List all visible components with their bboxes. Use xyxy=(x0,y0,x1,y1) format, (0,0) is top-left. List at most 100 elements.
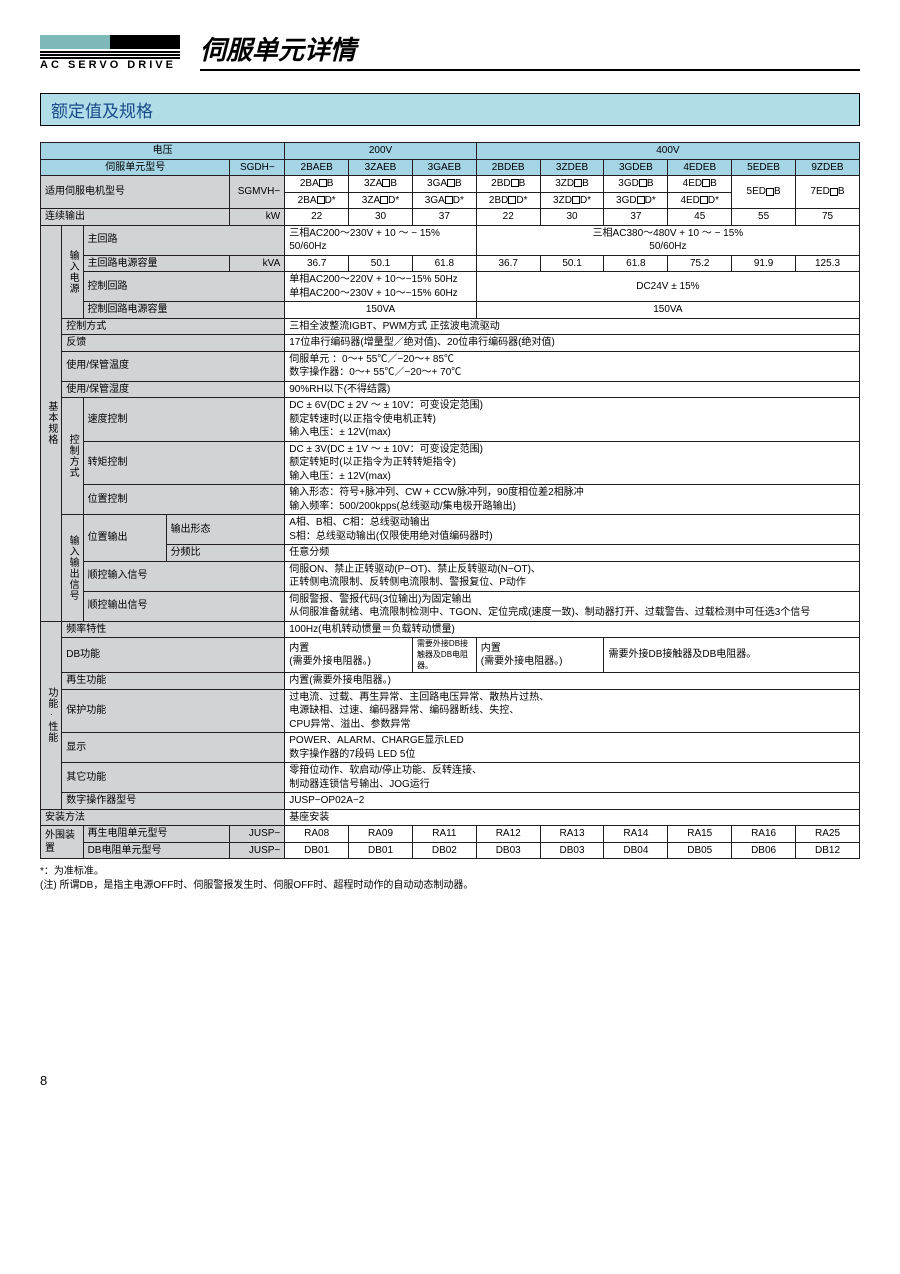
voltage-200: 200V xyxy=(285,143,477,160)
op-label: 数字操作器型号 xyxy=(62,793,285,810)
output-val: 30 xyxy=(349,209,413,226)
cap-val: 91.9 xyxy=(732,255,796,272)
ext-db-label: DB电阻单元型号 xyxy=(83,842,230,859)
protect-val: 过电流、过载、再生异常、主回路电压异常、散热片过热、 电源缺相、过速、编码器异常… xyxy=(285,689,860,733)
voltage-400: 400V xyxy=(476,143,859,160)
note-2: (注) 所谓DB，是指主电源OFF时、伺服警报发生时、伺服OFF时、超程时动作的… xyxy=(40,879,860,893)
page-number: 8 xyxy=(40,1073,860,1088)
model-cell: 2BDEB xyxy=(476,159,540,176)
ext-val: RA08 xyxy=(285,826,349,843)
output-val: 45 xyxy=(668,209,732,226)
cap-val: 61.8 xyxy=(412,255,476,272)
db-c1: 内置 (需要外接电阻器。) xyxy=(285,638,413,673)
seq-out-val: 伺服警报、警报代码(3位输出)为固定输出 从伺服准备就绪、电流限制检测中、TGO… xyxy=(285,591,860,621)
motor-cell: 2BAB xyxy=(285,176,349,193)
cap-val: 36.7 xyxy=(476,255,540,272)
ext-val: RA12 xyxy=(476,826,540,843)
ext-val: RA11 xyxy=(412,826,476,843)
feedback-label: 反馈 xyxy=(62,335,285,352)
cap-label: 主回路电源容量 xyxy=(83,255,230,272)
speed-val: DC ± 6V(DC ± 2V ～ ± 10V：可变设定范围) 额定转速时(以正… xyxy=(285,398,860,442)
pos-label: 位置控制 xyxy=(83,485,285,515)
freq-label: 频率特性 xyxy=(62,621,285,638)
ext-label: 外围装置 xyxy=(41,826,84,859)
motor-cell: 3ZDD* xyxy=(540,192,604,209)
model-cell: 3GAEB xyxy=(412,159,476,176)
perf-side: 功能·性能 xyxy=(41,621,62,809)
motor-cell: 2BDB xyxy=(476,176,540,193)
main-circuit-200: 三相AC200～230V + 10 ～ − 15% 50/60Hz xyxy=(285,225,477,255)
model-label: 伺服单元型号 xyxy=(41,159,230,176)
motor-cell: 2BDD* xyxy=(476,192,540,209)
motor-cell: 4EDD* xyxy=(668,192,732,209)
ext-val: RA25 xyxy=(796,826,860,843)
regen-val: 内置(需要外接电阻器。) xyxy=(285,673,860,690)
model-cell: 3ZAEB xyxy=(349,159,413,176)
io-side: 输入输出信号 xyxy=(62,515,83,622)
install-label: 安装方法 xyxy=(41,809,285,826)
ext-val: DB03 xyxy=(476,842,540,859)
model-cell: 4EDEB xyxy=(668,159,732,176)
logo-text: AC SERVO DRIVE xyxy=(40,59,180,71)
disp-val: POWER、ALARM、CHARGE显示LED 数字操作器的7段码 LED 5位 xyxy=(285,733,860,763)
ext-val: DB12 xyxy=(796,842,860,859)
ext-val: DB01 xyxy=(349,842,413,859)
model-cell: 2BAEB xyxy=(285,159,349,176)
cap-unit: kVA xyxy=(230,255,285,272)
ratio-label: 分频比 xyxy=(166,545,285,562)
cap-val: 50.1 xyxy=(540,255,604,272)
method-label: 控制方式 xyxy=(62,318,285,335)
ctrl-mode-side: 控制方式 xyxy=(62,398,83,515)
ext-regen-label: 再生电阻单元型号 xyxy=(83,826,230,843)
power-side: 输入电源 xyxy=(62,225,83,318)
freq-val: 100Hz(电机转动惯量＝负载转动惯量) xyxy=(285,621,860,638)
feedback-val: 17位串行编码器(增量型／绝对值)、20位串行编码器(绝对值) xyxy=(285,335,860,352)
disp-label: 显示 xyxy=(62,733,285,763)
pos-out-form-val: A相、B相、C相：总线驱动输出 S相：总线驱动输出(仅限使用绝对值编码器时) xyxy=(285,515,860,545)
temp-label: 使用/保管温度 xyxy=(62,351,285,381)
motor-label: 适用伺服电机型号 xyxy=(41,176,230,209)
ext-val: RA14 xyxy=(604,826,668,843)
section-heading: 额定值及规格 xyxy=(40,93,860,126)
output-val: 37 xyxy=(604,209,668,226)
regen-label: 再生功能 xyxy=(62,673,285,690)
ctrl-circuit-200: 单相AC200～220V + 10～−15% 50Hz 单相AC200～230V… xyxy=(285,272,477,302)
torque-val: DC ± 3V(DC ± 1V ～ ± 10V：可变设定范围) 额定转矩时(以正… xyxy=(285,441,860,485)
output-val: 30 xyxy=(540,209,604,226)
ctrl-cap-200: 150VA xyxy=(285,302,477,319)
motor-cell: 3GDB xyxy=(604,176,668,193)
footnotes: *：为准标准。 (注) 所谓DB，是指主电源OFF时、伺服警报发生时、伺服OFF… xyxy=(40,865,860,893)
cap-val: 61.8 xyxy=(604,255,668,272)
ext-val: DB06 xyxy=(732,842,796,859)
ext-val: DB05 xyxy=(668,842,732,859)
cap-val: 36.7 xyxy=(285,255,349,272)
motor-cell: 4EDB xyxy=(668,176,732,193)
db-c2: 需要外接DB接触器及DB电阻器。 xyxy=(412,638,476,673)
ext-val: DB01 xyxy=(285,842,349,859)
model-cell: 3GDEB xyxy=(604,159,668,176)
other-label: 其它功能 xyxy=(62,763,285,793)
humid-val: 90%RH以下(不得结露) xyxy=(285,381,860,398)
output-label: 连续输出 xyxy=(41,209,230,226)
motor-cell: 3GAB xyxy=(412,176,476,193)
ctrl-cap-400: 150VA xyxy=(476,302,859,319)
install-val: 基座安装 xyxy=(285,809,860,826)
output-val: 55 xyxy=(732,209,796,226)
method-val: 三相全波整流IGBT、PWM方式 正弦波电流驱动 xyxy=(285,318,860,335)
ext-val: RA15 xyxy=(668,826,732,843)
ext-regen-suffix: JUSP− xyxy=(230,826,285,843)
output-unit: kW xyxy=(230,209,285,226)
motor-suffix: SGMVH− xyxy=(230,176,285,209)
motor-cell: 3ZAB xyxy=(349,176,413,193)
note-1: *：为准标准。 xyxy=(40,865,860,879)
voltage-label: 电压 xyxy=(41,143,285,160)
main-circuit-label: 主回路 xyxy=(83,225,285,255)
ext-val: RA13 xyxy=(540,826,604,843)
temp-val: 伺服单元 ：0～+ 55℃／−20～+ 85℃ 数字操作器：0～+ 55℃／−2… xyxy=(285,351,860,381)
motor-cell: 3GDD* xyxy=(604,192,668,209)
ext-db-suffix: JUSP− xyxy=(230,842,285,859)
seq-in-val: 伺服ON、禁止正转驱动(P−OT)、禁止反转驱动(N−OT)、 正转侧电流限制、… xyxy=(285,561,860,591)
ext-val: RA16 xyxy=(732,826,796,843)
seq-in-label: 顺控输入信号 xyxy=(83,561,285,591)
cap-val: 75.2 xyxy=(668,255,732,272)
